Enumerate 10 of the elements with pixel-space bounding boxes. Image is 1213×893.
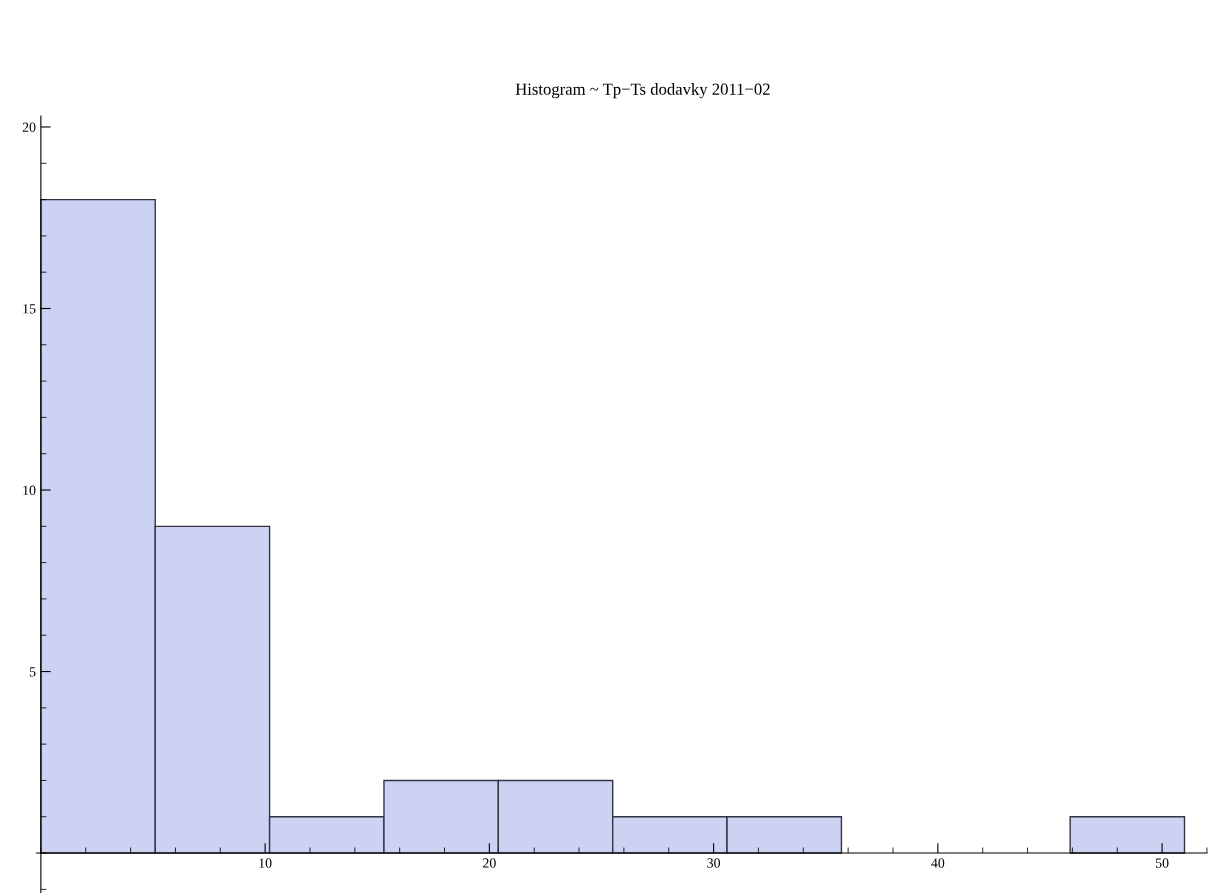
x-tick-label: 30	[707, 858, 721, 868]
x-tick-label: 10	[259, 858, 272, 868]
y-tick-label: 20	[22, 122, 36, 132]
x-tick-label: 40	[931, 858, 945, 868]
y-tick-label: 10	[23, 485, 36, 495]
x-tick-label: 20	[483, 858, 496, 868]
x-tick-label: 50	[1155, 858, 1169, 868]
chart-title: Histogram ~ Tp−Ts dodavky 2011−02	[515, 83, 770, 99]
y-tick-label: 15	[23, 304, 36, 314]
y-tick-label: 5	[29, 667, 36, 677]
